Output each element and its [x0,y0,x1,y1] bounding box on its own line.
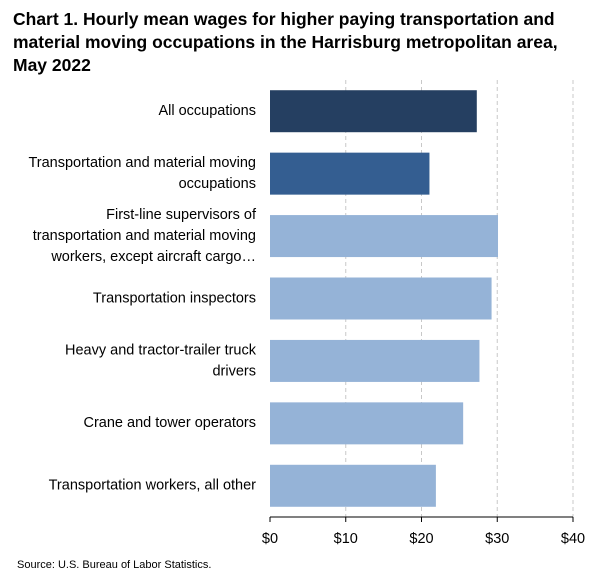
x-tick-label-4: $40 [561,531,585,547]
bar-4 [270,339,480,382]
bar-0 [270,90,477,133]
source-note: Source: U.S. Bureau of Labor Statistics. [17,559,212,571]
category-label-4-1: drivers [212,363,256,379]
bar-6 [270,464,436,507]
x-tick-label-0: $0 [262,531,278,547]
bar-5 [270,402,464,445]
x-tick-label-1: $10 [334,531,358,547]
category-label-2-1: transportation and material moving [33,228,256,244]
category-label-3-0: Transportation inspectors [93,290,256,306]
category-label-0-0: All occupations [158,103,256,119]
bar-3 [270,277,492,320]
chart-title-line-2: material moving occupations in the Harri… [13,32,558,52]
x-tick-label-2: $20 [409,531,433,547]
category-label-2-2: workers, except aircraft cargo… [50,249,256,265]
chart-title: Chart 1. Hourly mean wages for higher pa… [13,8,593,77]
bar-2 [270,215,499,258]
chart-title-line-1: Chart 1. Hourly mean wages for higher pa… [13,9,555,29]
category-label-2-0: First-line supervisors of [106,207,257,223]
category-label-1-0: Transportation and material moving [28,155,256,171]
x-tick-label-3: $30 [485,531,509,547]
chart-title-line-3: May 2022 [13,55,91,75]
category-label-4-0: Heavy and tractor-trailer truck [65,342,257,358]
category-label-1-1: occupations [179,176,256,192]
category-label-5-0: Crane and tower operators [84,415,257,431]
bar-1 [270,152,430,195]
category-label-6-0: Transportation workers, all other [49,478,257,494]
